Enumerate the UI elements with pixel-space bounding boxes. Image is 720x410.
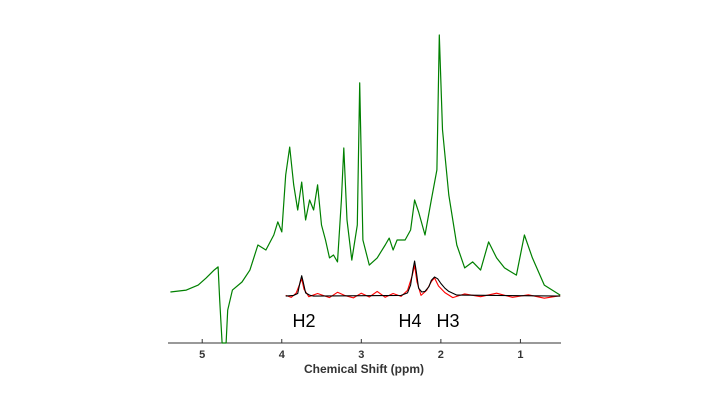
x-tick-label: 1 [517,349,523,361]
spectrum-line [170,34,561,344]
spectrum-line [285,264,561,299]
x-axis-label: Chemical Shift (ppm) [304,362,424,376]
annotation: H3 [436,311,459,331]
x-tick-label: 3 [358,349,364,361]
spectrum-line [285,260,561,297]
x-tick-label: 4 [279,349,286,361]
annotation: H4 [398,311,421,331]
annotation: H2 [292,311,315,331]
x-tick-label: 5 [199,349,205,361]
x-tick-label: 2 [438,349,444,361]
